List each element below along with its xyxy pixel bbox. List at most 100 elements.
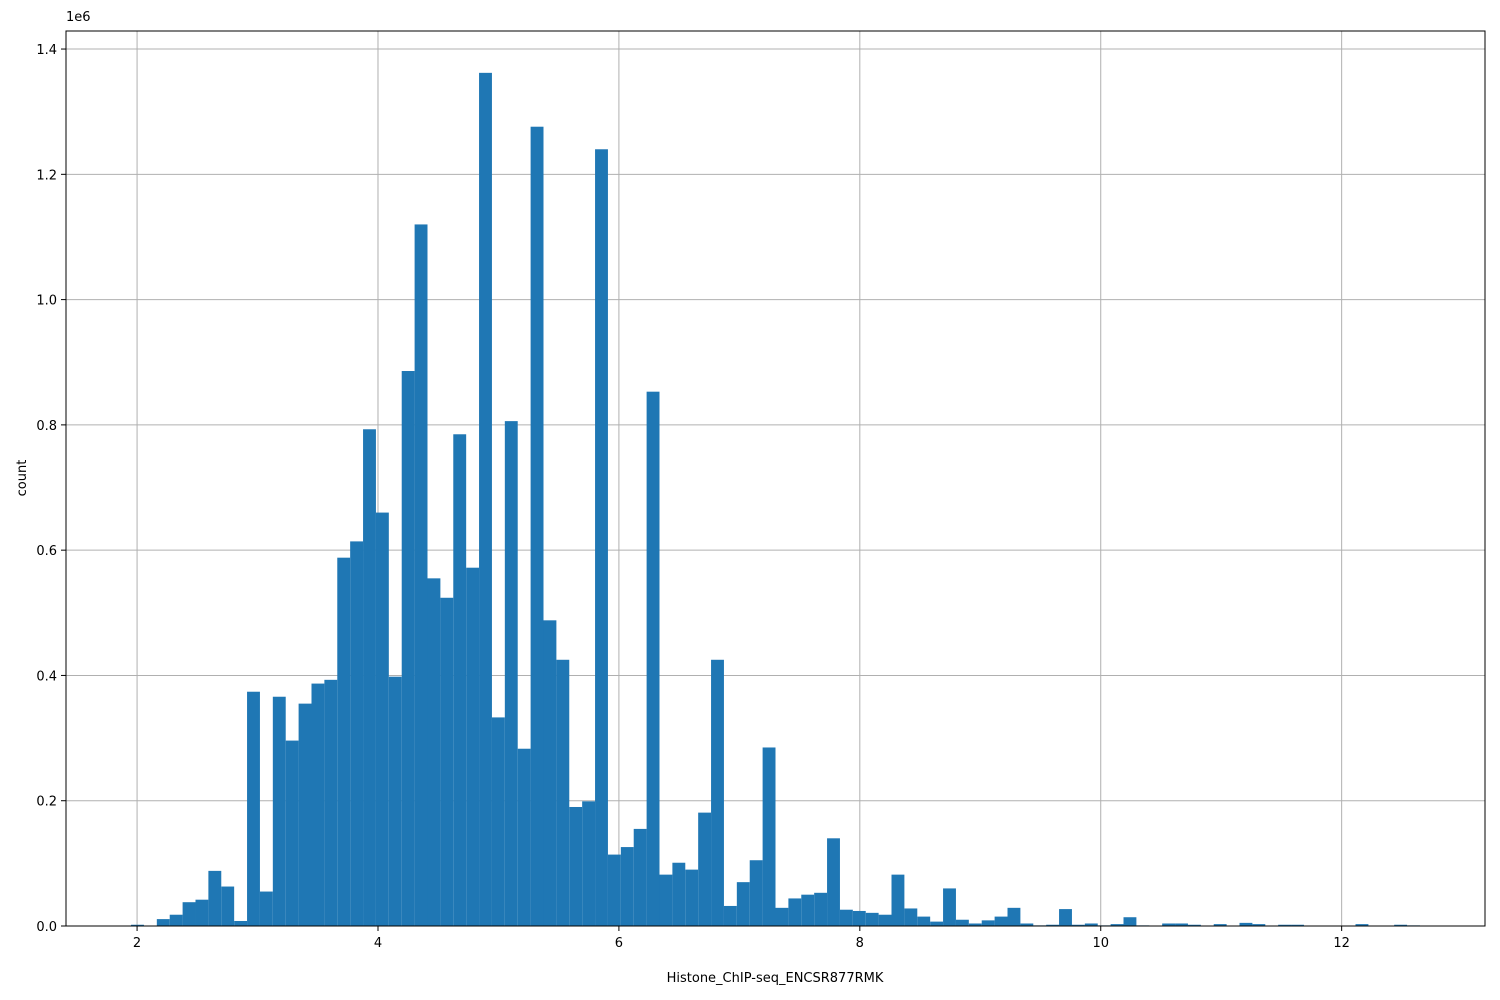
bar [646,391,660,926]
y-tick-label: 0.8 [36,419,57,434]
bar [749,860,763,926]
bar [1175,923,1188,926]
bar [1291,924,1304,926]
bar [801,894,815,926]
bar [1394,924,1408,926]
bar [943,888,956,926]
bar [324,679,338,926]
y-tick-label: 0.2 [36,795,57,810]
y-offset-label: 1e6 [66,10,91,25]
bar [337,557,351,926]
bar [466,567,480,926]
grid [66,31,1485,927]
bar [363,429,376,926]
bar [1187,924,1201,926]
y-tick-label: 0.0 [36,920,57,935]
bar [1239,922,1253,926]
bar [672,862,686,926]
bar [685,869,699,926]
bar [440,597,454,926]
bar [595,149,608,926]
bar [259,891,273,926]
axes: 2 4 6 8 10 12 0.0 0.2 0.4 0.6 0.8 1.0 1.2 1.4 [36,30,1486,951]
bar [131,924,144,926]
bar [865,912,879,926]
bar [1020,923,1034,926]
bar [350,541,364,926]
bar [169,914,183,926]
bar [711,659,724,926]
bar [994,916,1008,926]
x-tick-label: 12 [1333,936,1350,951]
bar [247,691,260,926]
bar [401,371,415,927]
bar [930,921,944,926]
bar [852,910,866,926]
bar [839,909,853,926]
bar [1110,924,1124,926]
bar [1084,923,1098,926]
bar [698,812,712,926]
bar [543,620,557,926]
bar [427,578,441,926]
plot-frame [65,30,1486,927]
bar [453,434,467,926]
bar [659,874,673,926]
bar [285,740,299,926]
bar [788,898,802,926]
bar [736,882,750,926]
bar [1046,924,1060,926]
bar [1162,923,1176,926]
bar [182,902,196,926]
y-tick-label: 0.4 [36,669,57,684]
bar [891,874,905,926]
bar [491,717,505,926]
x-tick-label: 2 [133,936,141,951]
x-tick-label: 10 [1092,936,1109,951]
bar [981,920,995,926]
y-tick-label: 1.2 [36,168,57,183]
bar [1355,924,1369,926]
bar [221,886,235,926]
bar [955,919,969,926]
bar [904,908,918,926]
bars [131,72,1420,927]
bar [388,676,402,926]
bar [556,659,570,926]
bar [762,747,776,926]
bar [917,916,931,926]
bar [827,838,840,926]
y-tick-label: 1.0 [36,294,57,309]
bar [1213,924,1227,926]
bar [479,72,492,926]
bar [1252,924,1266,926]
bar [156,919,170,926]
bar [878,914,892,926]
x-axis-label: Histone_ChIP-seq_ENCSR877RMK [667,971,884,986]
y-tick-label: 0.6 [36,544,57,559]
bar [1071,924,1085,926]
bar [1123,917,1137,926]
y-tick-label: 1.4 [36,43,57,58]
bar [723,905,737,926]
bar [968,923,982,926]
bar [208,870,222,926]
bar [1007,907,1021,926]
bar [504,421,518,926]
x-tick-label: 6 [615,936,623,951]
y-axis-label: count [15,460,30,497]
bar [298,703,312,926]
x-tick-label: 4 [374,936,382,951]
bar [582,801,596,926]
bar [530,126,544,927]
bar [620,847,634,926]
bar [234,920,248,926]
bar [814,892,828,926]
bar [775,907,789,926]
bar [517,748,531,926]
bar [633,828,647,926]
bar [414,224,428,926]
bar [311,683,325,926]
bar [1278,924,1292,926]
bar [607,854,621,926]
